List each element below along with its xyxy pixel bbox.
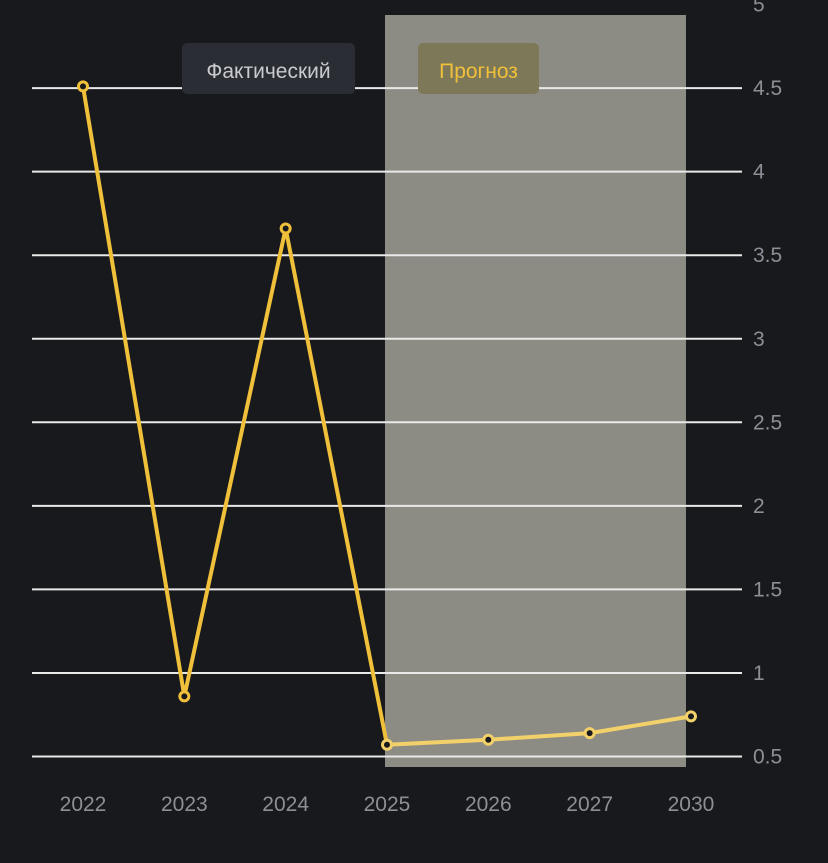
data-point [77, 80, 89, 93]
data-point [583, 727, 596, 740]
data-point [380, 738, 393, 751]
y-tick-label: 5 [753, 0, 765, 17]
x-tick-label: 2026 [465, 793, 512, 816]
data-point [482, 733, 495, 746]
forecast-tag-background [418, 43, 539, 94]
y-tick-label: 3 [753, 328, 765, 351]
y-tick-label: 4.5 [753, 77, 782, 100]
x-tick-label: 2025 [364, 793, 411, 816]
forecast-band [384, 15, 686, 767]
forecast-tag-label: Прогноз [439, 60, 518, 83]
y-axis: 0.5 1 1.5 2 2.5 3 3.5 4 4.5 5 [753, 0, 782, 769]
y-tick-label: 4 [753, 161, 765, 184]
x-axis: 2022 2023 2024 2025 2026 2027 2030 [60, 793, 715, 816]
x-tick-label: 2023 [161, 793, 208, 816]
actual-tag-background [182, 43, 355, 94]
y-tick-label: 0.5 [753, 746, 782, 769]
grid-lines [32, 87, 742, 758]
forecast-tag: Прогноз [418, 43, 539, 94]
y-tick-label: 2 [753, 495, 765, 518]
forecast-line [386, 714, 692, 747]
data-point [178, 690, 191, 703]
x-tick-label: 2030 [668, 793, 715, 816]
y-tick-label: 2.5 [753, 411, 782, 434]
y-tick-label: 1.5 [753, 578, 782, 601]
x-tick-label: 2027 [566, 793, 613, 816]
actual-tag-label: Фактический [206, 60, 330, 83]
data-point [279, 222, 292, 235]
actual-tag: Фактический [182, 43, 355, 94]
y-tick-label: 1 [753, 662, 765, 685]
actual-line [81, 86, 389, 746]
data-point [684, 710, 697, 723]
series-line [81, 86, 692, 747]
x-tick-label: 2024 [262, 793, 309, 816]
x-tick-label: 2022 [60, 793, 107, 816]
y-tick-label: 3.5 [753, 244, 782, 267]
series-points [77, 80, 697, 751]
